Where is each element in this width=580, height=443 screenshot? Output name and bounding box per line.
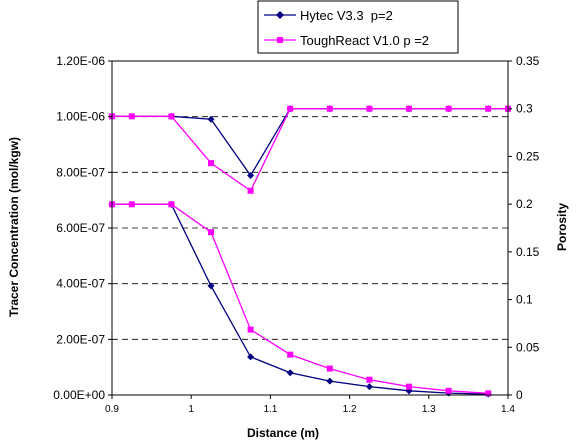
data-point-toughreact: [287, 105, 294, 112]
data-point-hytec: [286, 369, 294, 377]
gridlines: [112, 116, 508, 340]
series-toughreact: [109, 105, 511, 397]
data-point-toughreact: [366, 376, 373, 383]
data-point-toughreact: [168, 201, 175, 208]
series-layer: [108, 105, 512, 398]
right-axis-tick-label: 0.35: [516, 54, 540, 68]
right-axis-tick-label: 0.1: [516, 293, 533, 307]
right-axis-tick-label: 0: [516, 388, 523, 402]
legend-label-toughreact: ToughReact V1.0 p =2: [300, 33, 429, 48]
series-hytec: [108, 105, 512, 398]
data-point-toughreact: [247, 326, 254, 333]
data-point-toughreact: [326, 365, 333, 372]
x-axis-tick-label: 1: [188, 404, 194, 415]
data-point-toughreact: [168, 113, 175, 120]
left-axis-tick-label: 4.00E-07: [56, 277, 105, 291]
left-axis-title: Tracer Concentration (mol/kgw): [7, 137, 21, 317]
data-point-toughreact: [366, 105, 373, 112]
right-axis-tick-label: 0.2: [516, 197, 533, 211]
data-point-hytec: [247, 172, 255, 180]
right-axis-tick-label: 0.25: [516, 149, 540, 163]
data-point-toughreact: [247, 187, 254, 194]
x-axis-tick-label: 1.2: [343, 404, 357, 415]
series-line-hytec-concentration: [112, 203, 489, 395]
data-point-toughreact: [326, 105, 333, 112]
data-point-toughreact: [208, 229, 214, 236]
x-axis-tick-label: 1.1: [263, 404, 277, 415]
left-axis-tick-label: 2.00E-07: [56, 332, 105, 346]
x-axis-tick-labels: 0.9 1 1.1 1.2 1.3 1.4: [105, 404, 515, 415]
x-axis-title: Distance (m): [247, 426, 319, 440]
x-axis-tick-label: 1.3: [422, 404, 436, 415]
x-axis-tick-label: 0.9: [105, 404, 119, 415]
data-point-toughreact: [485, 390, 492, 397]
legend-box: [257, 0, 459, 54]
data-point-toughreact: [128, 113, 135, 120]
left-axis-tick-label: 8.00E-07: [56, 165, 105, 179]
right-axis-tick-labels: 0 0.05 0.1 0.15 0.2 0.25 0.3 0.35: [516, 54, 540, 402]
right-axis-tick-label: 0.15: [516, 245, 540, 259]
data-point-toughreact: [208, 160, 214, 167]
data-point-hytec: [207, 115, 215, 123]
legend-marker-hytec: [276, 11, 284, 19]
data-point-hytec: [326, 377, 334, 385]
data-point-toughreact: [485, 105, 492, 112]
data-point-hytec: [365, 383, 373, 391]
right-axis-tick-label: 0.3: [516, 102, 533, 116]
data-point-toughreact: [287, 351, 294, 358]
data-point-toughreact: [406, 105, 412, 112]
left-axis-tick-label: 6.00E-07: [56, 221, 105, 235]
series-line-toughreact-porosity: [112, 108, 508, 192]
left-axis-tick-labels: 0.00E+00 2.00E-07 4.00E-07 6.00E-07 8.00E-07…: [53, 54, 105, 402]
right-axis-tick-label: 0.05: [516, 340, 540, 354]
data-point-toughreact: [445, 387, 452, 394]
series-line-toughreact-concentration: [112, 203, 489, 394]
axis-ticks: [108, 60, 512, 399]
data-point-hytec: [247, 353, 255, 361]
left-axis-tick-label: 1.00E-06: [56, 110, 105, 124]
legend-marker-toughreact: [277, 37, 283, 43]
legend: Hytec V3.3 p=2 ToughReact V1.0 p =2: [257, 0, 459, 54]
data-point-hytec: [207, 282, 215, 290]
data-point-toughreact: [128, 201, 135, 208]
legend-label-hytec: Hytec V3.3 p=2: [300, 8, 393, 23]
x-axis-tick-label: 1.4: [501, 404, 515, 415]
data-point-toughreact: [445, 105, 452, 112]
data-point-toughreact: [406, 383, 412, 390]
left-axis-tick-label: 1.20E-06: [56, 54, 105, 68]
left-axis-tick-label: 0.00E+00: [53, 388, 105, 402]
right-axis-title: Porosity: [555, 203, 569, 251]
